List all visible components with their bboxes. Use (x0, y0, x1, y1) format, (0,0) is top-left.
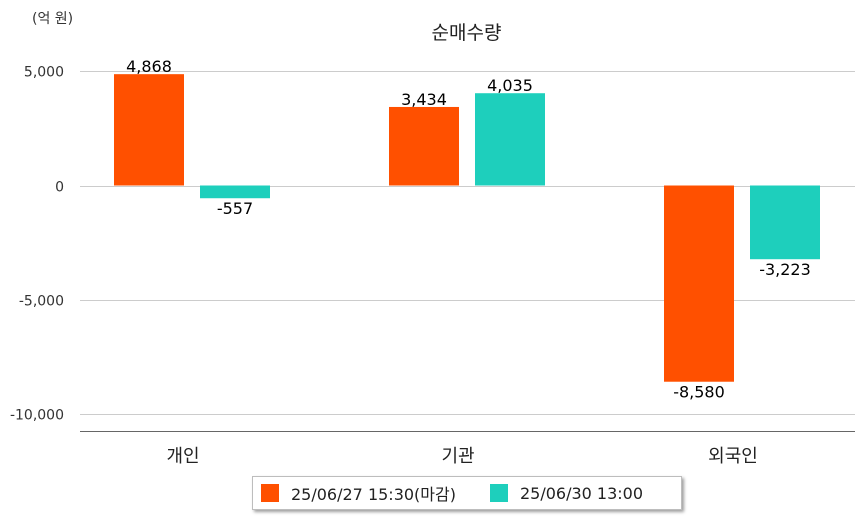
data-label: -8,580 (673, 383, 725, 402)
legend-label-series-2: 25/06/30 13:00 (519, 483, 644, 503)
data-label: 4,868 (126, 57, 172, 76)
bar (114, 74, 184, 186)
y-tick-label: -5,000 (19, 294, 64, 310)
chart-title: 순매수량 (431, 22, 502, 44)
data-label: -557 (217, 199, 253, 218)
bar (750, 185, 820, 260)
bar (200, 185, 270, 199)
legend-swatch-series-1 (261, 484, 279, 502)
legend-swatch-series-2 (489, 484, 508, 502)
x-category-label: 개인 (166, 446, 199, 467)
legend-item-series-2[interactable]: 25/06/30 13:00 (489, 483, 644, 503)
bar (389, 106, 459, 186)
bar (664, 185, 734, 382)
y-tick-label: 5,000 (24, 65, 64, 81)
unit-label: (억 원) (32, 11, 74, 27)
legend: 25/06/27 15:30(마감) 25/06/30 13:00 (252, 476, 682, 510)
data-label: 4,035 (487, 76, 533, 95)
y-tick-label: 0 (55, 180, 64, 196)
legend-label-series-1: 25/06/27 15:30(마감) (291, 485, 456, 504)
x-category-label: 외국인 (708, 446, 758, 467)
bar (475, 93, 545, 186)
y-tick-label: -10,000 (10, 408, 64, 424)
data-label: -3,223 (759, 260, 811, 279)
x-category-label: 기관 (441, 446, 474, 467)
legend-item-series-1[interactable]: 25/06/27 15:30(마감) (261, 481, 456, 505)
data-label: 3,434 (401, 90, 447, 109)
